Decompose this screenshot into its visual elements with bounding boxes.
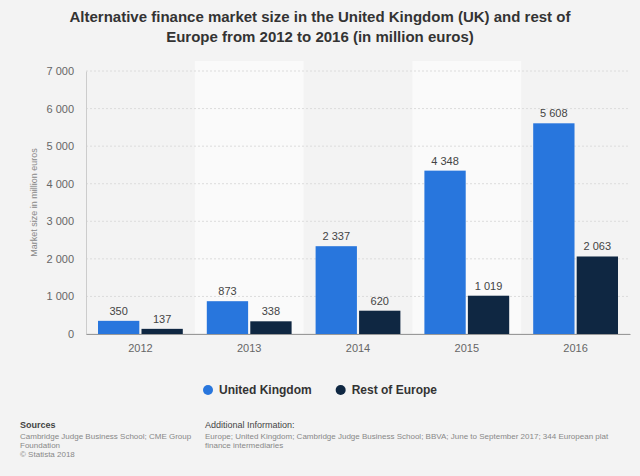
- y-tick: 1 000: [46, 290, 86, 302]
- bar: [468, 296, 509, 334]
- x-tick: 2015: [455, 334, 479, 354]
- y-tick-label: 6 000: [46, 103, 74, 115]
- data-label: 620: [371, 295, 389, 307]
- bar: [316, 246, 357, 334]
- data-label: 1 019: [475, 280, 503, 292]
- legend-swatch: [203, 385, 213, 395]
- x-tick-label: 2016: [563, 342, 587, 354]
- data-label: 873: [218, 285, 236, 297]
- data-label: 350: [109, 305, 127, 317]
- data-label: 338: [262, 305, 280, 317]
- y-tick-label: 1 000: [46, 290, 74, 302]
- data-labels: 350 873 2 337 4 348 5 608 137 338 620 1 019 2 063: [109, 107, 611, 325]
- y-axis-line: [86, 72, 87, 335]
- title-line: Europe from 2012 to 2016 (in million eur…: [166, 28, 474, 45]
- bar: [98, 321, 139, 334]
- x-tick: 2014: [346, 334, 370, 354]
- legend-item: Rest of Europe: [336, 383, 438, 397]
- chart-svg: Alternative finance market size in the U…: [0, 0, 640, 476]
- data-label: 2 063: [584, 240, 612, 252]
- y-tick: 0: [68, 328, 86, 340]
- title: Alternative finance market size in the U…: [70, 8, 572, 45]
- additional-info-line: finance intermediaries: [205, 441, 283, 450]
- x-tick-label: 2015: [455, 342, 479, 354]
- x-tick-label: 2012: [128, 342, 152, 354]
- x-tick-label: 2014: [346, 342, 370, 354]
- title-line: Alternative finance market size in the U…: [70, 8, 572, 25]
- y-tick-label: 0: [68, 328, 74, 340]
- y-tick: 7 000: [46, 65, 86, 77]
- x-tick-label: 2013: [237, 342, 261, 354]
- additional-info-line: Europe; United Kingdom; Cambridge Judge …: [205, 432, 609, 441]
- copyright: © Statista 2018: [20, 450, 75, 459]
- bar: [207, 301, 248, 334]
- bar: [141, 329, 182, 334]
- y-tick: 2 000: [46, 253, 86, 265]
- x-tick: 2013: [237, 334, 261, 354]
- bar: [424, 171, 465, 334]
- legend-swatch: [336, 385, 346, 395]
- y-tick-label: 7 000: [46, 65, 74, 77]
- background-band: [412, 61, 521, 334]
- grid-line: [86, 71, 630, 72]
- legend-label: United Kingdom: [219, 383, 312, 397]
- y-tick-label: 3 000: [46, 215, 74, 227]
- grid: [86, 71, 630, 334]
- source-line: Foundation: [20, 441, 60, 450]
- additional-info-title: Additional Information:: [205, 420, 295, 430]
- x-axis-line: [87, 334, 631, 335]
- y-tick: 6 000: [46, 103, 86, 115]
- legend-label: Rest of Europe: [352, 383, 438, 397]
- sources-title: Sources: [20, 420, 56, 430]
- data-label: 5 608: [540, 107, 568, 119]
- background-bands: [195, 61, 521, 334]
- y-tick-label: 5 000: [46, 140, 74, 152]
- y-tick-label: 2 000: [46, 253, 74, 265]
- x-tick: 2016: [563, 334, 587, 354]
- bar: [359, 311, 400, 334]
- data-label: 137: [153, 313, 171, 325]
- y-tick-label: 4 000: [46, 178, 74, 190]
- source-line: Cambridge Judge Business School; CME Gro…: [20, 432, 192, 441]
- footer: Sources Cambridge Judge Business School; …: [20, 420, 609, 459]
- bar: [250, 321, 291, 334]
- chart-container: Alternative finance market size in the U…: [0, 0, 640, 476]
- y-tick: 3 000: [46, 215, 86, 227]
- legend-item: United Kingdom: [203, 383, 312, 397]
- x-axis: 2012 2013 2014 2015 2016: [87, 334, 631, 354]
- bar: [577, 256, 618, 334]
- x-tick: 2012: [128, 334, 152, 354]
- y-tick: 5 000: [46, 140, 86, 152]
- y-axis-title: Market size in million euros: [29, 148, 39, 257]
- data-label: 4 348: [431, 155, 459, 167]
- bars: [98, 123, 618, 334]
- data-label: 2 337: [322, 230, 350, 242]
- y-axis: 0 1 000 2 000 3 000 4 000 5 000 6 000 7 000: [46, 65, 86, 340]
- legend: United Kingdom Rest of Europe: [203, 383, 437, 397]
- y-tick: 4 000: [46, 178, 86, 190]
- background-band: [195, 61, 304, 334]
- bar: [533, 123, 574, 334]
